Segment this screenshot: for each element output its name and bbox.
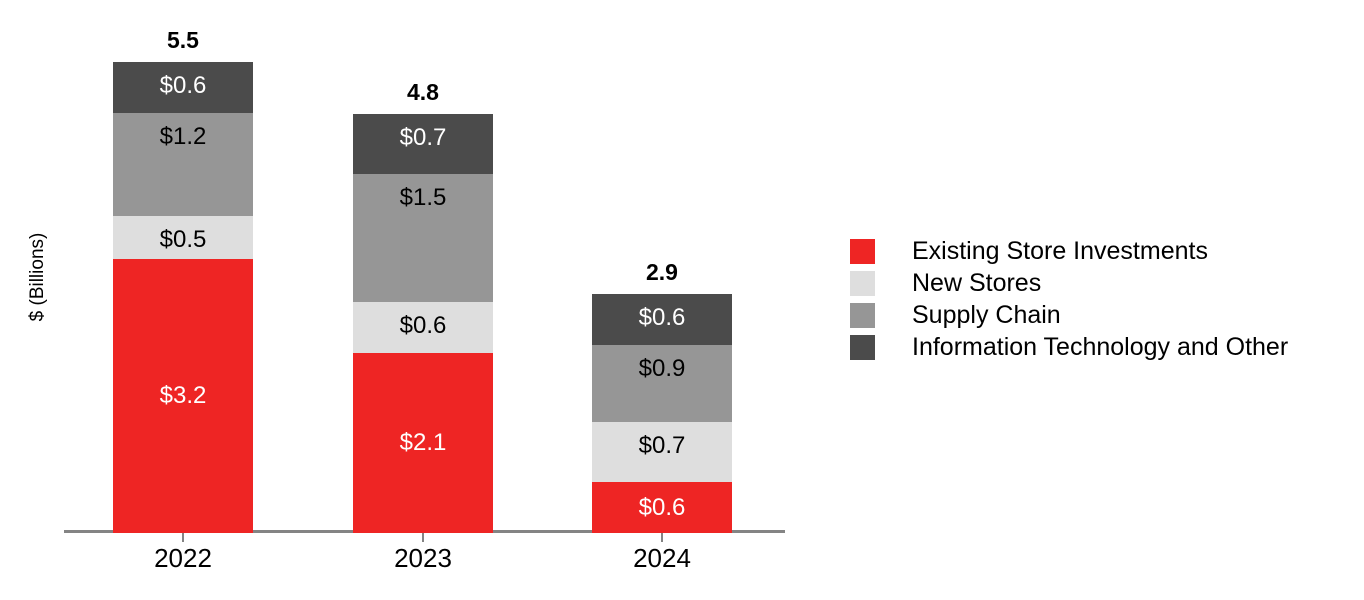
legend-label: Existing Store Investments xyxy=(912,237,1208,265)
legend-item: Supply Chain xyxy=(850,303,1288,328)
bar-segment: $3.2 xyxy=(113,259,253,533)
segment-value-label: $3.2 xyxy=(159,382,207,409)
legend-label: Information Technology and Other xyxy=(912,333,1289,361)
bar-segment: $0.5 xyxy=(113,216,253,259)
bar-total-label: 2.9 xyxy=(646,259,678,285)
legend-swatch xyxy=(850,335,875,360)
legend-item: Existing Store Investments xyxy=(850,239,1288,264)
x-axis-label: 2023 xyxy=(394,543,452,573)
bar-segment: $2.1 xyxy=(353,353,493,533)
bar-2023: $0.7 $1.5 $0.6 $2.1 4.8 xyxy=(353,81,493,533)
y-axis-label: $ (Billions) xyxy=(27,232,48,322)
legend: Existing Store Investments New Stores Supp… xyxy=(850,239,1288,367)
legend-label: Supply Chain xyxy=(912,301,1061,329)
bar-segment: $0.6 xyxy=(592,294,732,345)
x-axis-tick xyxy=(422,533,424,542)
segment-value-label: $0.6 xyxy=(399,312,447,339)
legend-label: New Stores xyxy=(912,269,1042,297)
bar-segment: $0.6 xyxy=(113,62,253,113)
x-axis-tick xyxy=(182,533,184,542)
bar-2024: $0.6 $0.9 $0.7 $0.6 2.9 xyxy=(592,261,732,533)
segment-value-label: $2.1 xyxy=(399,429,447,456)
bar-segment: $0.6 xyxy=(353,302,493,353)
bar-segment: $0.6 xyxy=(592,482,732,533)
bar-segment: $1.5 xyxy=(353,174,493,302)
legend-swatch xyxy=(850,303,875,328)
legend-swatch xyxy=(850,239,875,264)
segment-value-label: $0.6 xyxy=(638,493,686,521)
bar-total-label: 5.5 xyxy=(167,27,199,53)
segment-value-label: $0.7 xyxy=(399,124,447,151)
legend-swatch xyxy=(850,271,875,296)
bar-segment: $0.7 xyxy=(353,114,493,174)
bar-segment: $1.2 xyxy=(113,113,253,216)
x-axis-tick xyxy=(661,533,663,542)
segment-value-label: $0.5 xyxy=(159,226,207,253)
x-axis-label: 2022 xyxy=(154,543,212,573)
bar-total-label: 4.8 xyxy=(407,79,439,105)
segment-value-label: $0.9 xyxy=(638,355,686,382)
legend-item: Information Technology and Other xyxy=(850,335,1288,360)
legend-item: New Stores xyxy=(850,271,1288,296)
bar-2022: $0.6 $1.2 $0.5 $3.2 5.5 xyxy=(113,29,253,533)
segment-value-label: $1.2 xyxy=(159,123,207,150)
segment-value-label: $0.6 xyxy=(638,304,686,331)
segment-value-label: $0.6 xyxy=(159,72,207,99)
bar-segment: $0.7 xyxy=(592,422,732,482)
bar-segment: $0.9 xyxy=(592,345,732,422)
segment-value-label: $1.5 xyxy=(399,184,447,211)
x-axis-label: 2024 xyxy=(633,543,691,573)
segment-value-label: $0.7 xyxy=(638,432,686,459)
